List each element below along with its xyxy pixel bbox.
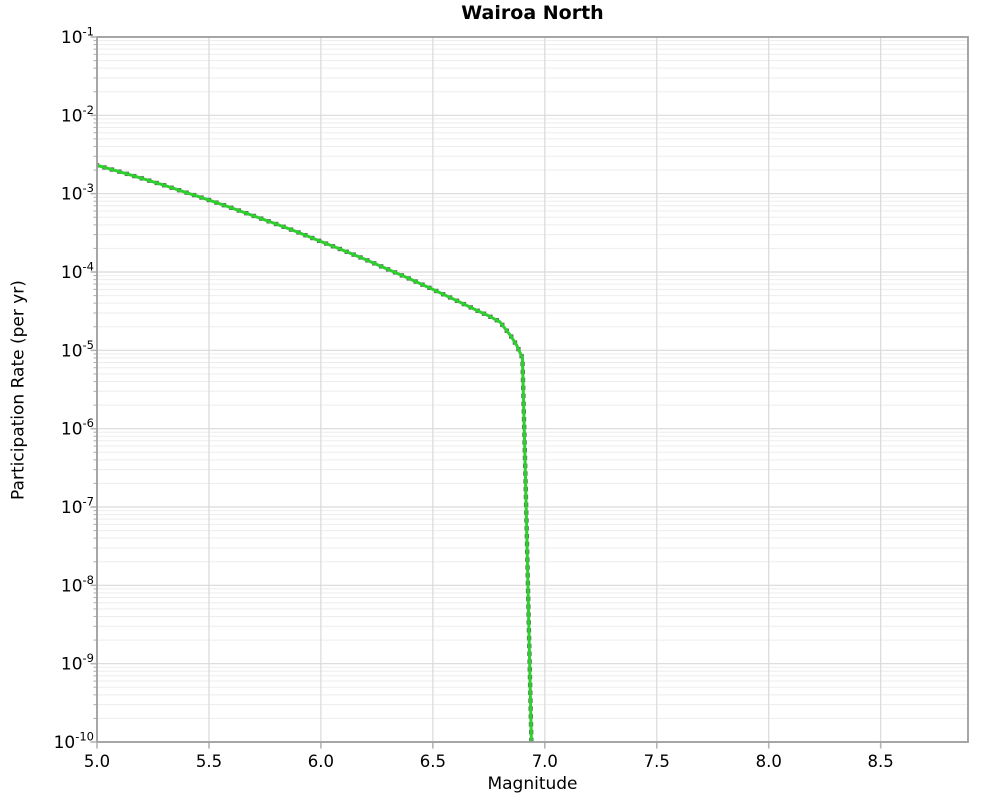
grid-minor — [97, 40, 968, 719]
y-tick-label: 10-10 — [54, 730, 94, 754]
x-tick-label: 7.0 — [532, 752, 558, 771]
y-tick-label: 10-5 — [61, 338, 94, 362]
x-tick-label: 5.5 — [196, 752, 222, 771]
y-tick-label: 10-7 — [61, 495, 94, 519]
y-tick-label: 10-3 — [61, 181, 94, 205]
x-axis-title: Magnitude — [487, 774, 578, 794]
x-tick-label: 6.5 — [420, 752, 446, 771]
y-tick-label: 10-9 — [61, 651, 94, 675]
series-participation-rate — [97, 163, 534, 742]
plot-border — [96, 36, 969, 743]
y-tick-label: 10-4 — [61, 260, 94, 284]
y-tick-labels: 10-1 10-2 10-3 10-4 10-5 10-6 10-7 10-8 10-9 10-1… — [54, 25, 94, 754]
y-tick-label: 10-1 — [61, 25, 94, 49]
x-tick-labels: 5.0 5.5 6.0 6.5 7.0 7.5 8.0 8.5 — [84, 752, 894, 771]
y-tick-label: 10-8 — [61, 573, 94, 597]
x-tick-label: 5.0 — [84, 752, 110, 771]
chart-title: Wairoa North — [461, 2, 604, 24]
x-tick-label: 8.0 — [756, 752, 782, 771]
y-axis-title: Participation Rate (per yr) — [8, 280, 29, 500]
axis-ticks — [90, 36, 882, 749]
x-tick-label: 7.5 — [644, 752, 670, 771]
x-tick-label: 8.5 — [868, 752, 894, 771]
series-line — [97, 163, 533, 742]
y-tick-label: 10-2 — [61, 103, 94, 127]
y-tick-label: 10-6 — [61, 416, 94, 440]
grid-major — [97, 37, 968, 742]
x-tick-label: 6.0 — [308, 752, 334, 771]
